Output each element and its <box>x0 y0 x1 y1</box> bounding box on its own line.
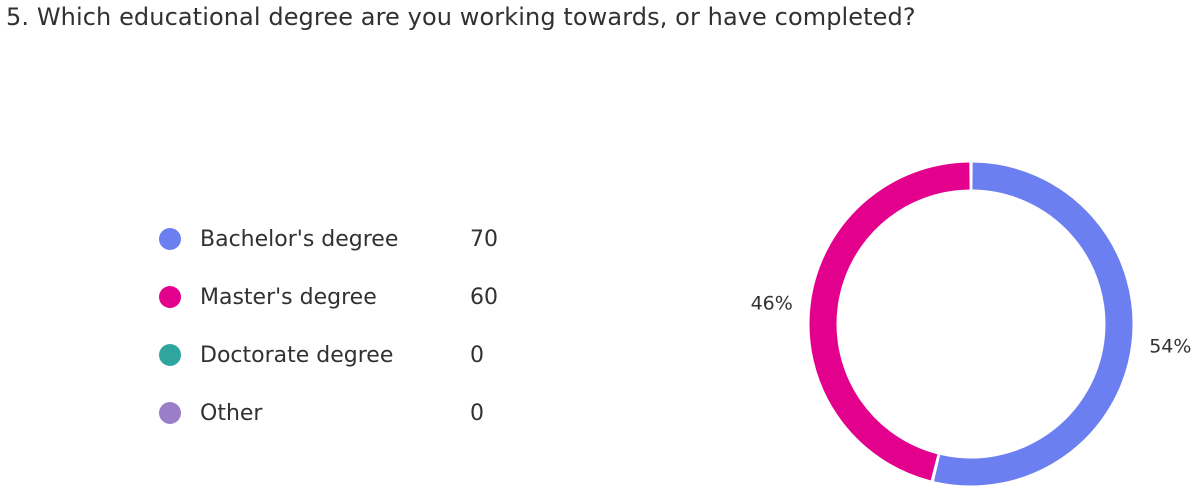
legend-item-other: Other 0 <box>159 396 519 454</box>
question-title: 5. Which educational degree are you work… <box>6 3 916 31</box>
legend-label-doctorate: Doctorate degree <box>200 343 394 368</box>
legend-item-bachelors: Bachelor's degree 70 <box>159 222 519 280</box>
donut-chart: 54% 46% <box>751 162 1191 486</box>
legend-swatch-masters <box>159 286 181 308</box>
chart-legend: Bachelor's degree 70 Master's degree 60 … <box>159 222 519 454</box>
legend-swatch-doctorate <box>159 344 181 366</box>
legend-count-doctorate: 0 <box>470 343 484 368</box>
legend-count-masters: 60 <box>470 285 498 310</box>
legend-label-other: Other <box>200 401 263 426</box>
donut-slice-bachelors <box>934 162 1133 486</box>
slice-label-bachelors: 54% <box>1149 336 1191 358</box>
donut-slice-masters <box>809 162 970 481</box>
slice-label-masters: 46% <box>751 292 793 314</box>
legend-count-other: 0 <box>470 401 484 426</box>
legend-item-doctorate: Doctorate degree 0 <box>159 338 519 396</box>
legend-item-masters: Master's degree 60 <box>159 280 519 338</box>
legend-swatch-bachelors <box>159 228 181 250</box>
legend-label-bachelors: Bachelor's degree <box>200 227 399 252</box>
legend-label-masters: Master's degree <box>200 285 377 310</box>
legend-count-bachelors: 70 <box>470 227 498 252</box>
legend-swatch-other <box>159 402 181 424</box>
